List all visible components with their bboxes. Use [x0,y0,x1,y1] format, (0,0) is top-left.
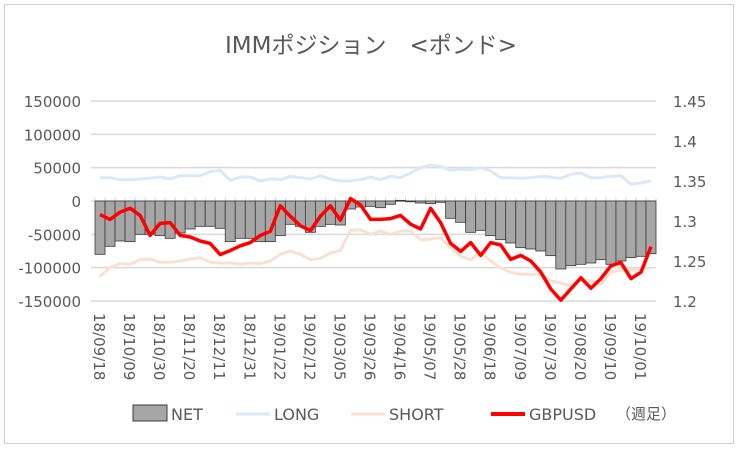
frequency-note: （週足） [616,405,676,423]
net-bar [485,200,497,237]
chart-title: IMMポジション <ポンド> [225,33,517,59]
net-bar [515,200,527,249]
x-tick-label: 18/11/20 [180,313,198,380]
legend-swatch-net [132,404,168,422]
net-bar [565,200,577,267]
x-tick-label: 18/12/31 [240,313,258,380]
x-tick-label: 18/10/30 [150,313,168,380]
net-bar [425,200,437,205]
net-bar [635,200,647,257]
y-right-tick-label: 1.3 [673,213,697,231]
y-right-tick-label: 1.45 [673,93,706,111]
x-tick-label: 19/06/18 [481,313,499,380]
net-bar [605,200,617,265]
y-right-tick-label: 1.35 [673,173,706,191]
net-bar [465,200,477,233]
net-bar [224,200,236,243]
x-tick-label: 19/07/09 [511,313,529,380]
long-line [100,163,652,186]
y-right-tick-label: 1.2 [673,293,697,311]
y-left-tick-label: 150000 [24,93,81,111]
legend-label-long: LONG [274,405,319,424]
net-bar [214,200,226,229]
net-bar [585,200,597,264]
net-bar [525,200,537,250]
net-bar [395,199,406,202]
x-tick-label: 19/05/28 [451,313,469,380]
y-left-tick-label: 50000 [33,160,81,178]
net-bar [595,200,607,261]
gbpusd-line [99,196,653,302]
net-bar [204,200,216,227]
net-bar [495,200,507,241]
chart-frame: IMMポジション <ポンド> 150000 100000 50000 0 -50000 -… [4,4,734,444]
net-bar [575,200,587,265]
net-bar [445,200,457,219]
net-bar [475,200,487,231]
net-bar [455,200,467,223]
legend-label-gbpusd: GBPUSD [529,405,596,424]
net-bar [365,200,376,207]
x-tick-label: 19/05/07 [421,313,439,380]
x-tick-label: 19/02/12 [300,313,318,380]
net-bar [615,200,627,262]
net-bar [555,200,567,270]
x-tick-label: 19/10/01 [631,313,649,380]
net-bar [625,200,637,259]
net-bar [385,200,396,205]
x-tick-label: 18/12/11 [210,313,228,380]
x-tick-label: 19/08/20 [571,313,589,380]
x-tick-label: 19/09/10 [601,313,619,380]
x-tick-label: 18/09/18 [90,313,108,380]
y-left-tick-label: -50000 [28,226,81,244]
net-bar [405,200,416,203]
net-bar [535,200,547,252]
x-tick-label: 19/01/22 [270,313,288,380]
net-bar [435,200,447,203]
net-bar [415,200,426,204]
x-tick-label: 19/03/26 [360,313,378,380]
y-left-tick-label: -100000 [18,260,81,278]
short-line [99,228,652,288]
net-bar [164,200,176,239]
x-tick-label: 19/07/30 [541,313,559,380]
net-bar [244,200,256,239]
net-bar [194,200,206,227]
net-bar [645,200,657,255]
legend-label-short: SHORT [389,405,444,424]
net-bar [545,200,557,257]
legend-label-net: NET [171,405,203,424]
y-left-tick-label: 100000 [24,126,81,144]
x-tick-label: 19/03/05 [330,313,348,380]
net-bar [94,200,106,255]
net-bar [375,200,386,209]
y-left-tick-label: -150000 [18,293,81,311]
net-bar [184,200,196,230]
y-left-tick-label: 0 [71,193,81,211]
x-tick-label: 18/10/09 [120,313,138,380]
net-bar [104,200,116,247]
y-right-tick-label: 1.25 [673,253,706,271]
net-bar [114,200,126,242]
net-bar [234,200,246,239]
x-tick-label: 19/04/16 [391,313,409,380]
y-right-tick-label: 1.4 [673,133,697,151]
net-bar [154,200,166,237]
net-bar [505,200,517,244]
chart: IMMポジション <ポンド> 150000 100000 50000 0 -50000 -… [18,33,706,424]
